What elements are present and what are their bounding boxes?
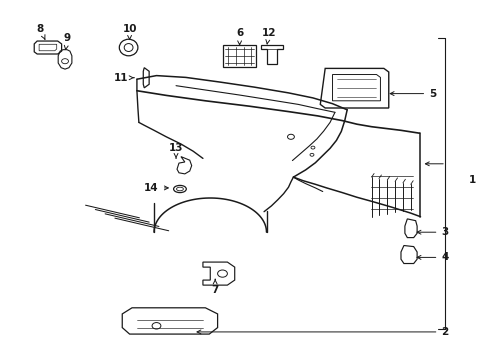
Text: 11: 11 xyxy=(114,73,134,83)
Text: 3: 3 xyxy=(416,227,447,237)
Text: 13: 13 xyxy=(168,143,183,158)
Text: 6: 6 xyxy=(236,28,243,45)
Text: 5: 5 xyxy=(389,89,435,99)
Text: 10: 10 xyxy=(122,24,137,40)
Text: 12: 12 xyxy=(261,28,276,44)
Text: 14: 14 xyxy=(144,183,168,193)
Text: 9: 9 xyxy=(64,33,71,49)
Bar xyxy=(223,45,256,67)
Text: 8: 8 xyxy=(37,24,45,39)
Text: 1: 1 xyxy=(468,175,475,185)
Text: 7: 7 xyxy=(211,279,219,295)
Text: 4: 4 xyxy=(416,252,448,262)
Text: 2: 2 xyxy=(197,327,447,337)
